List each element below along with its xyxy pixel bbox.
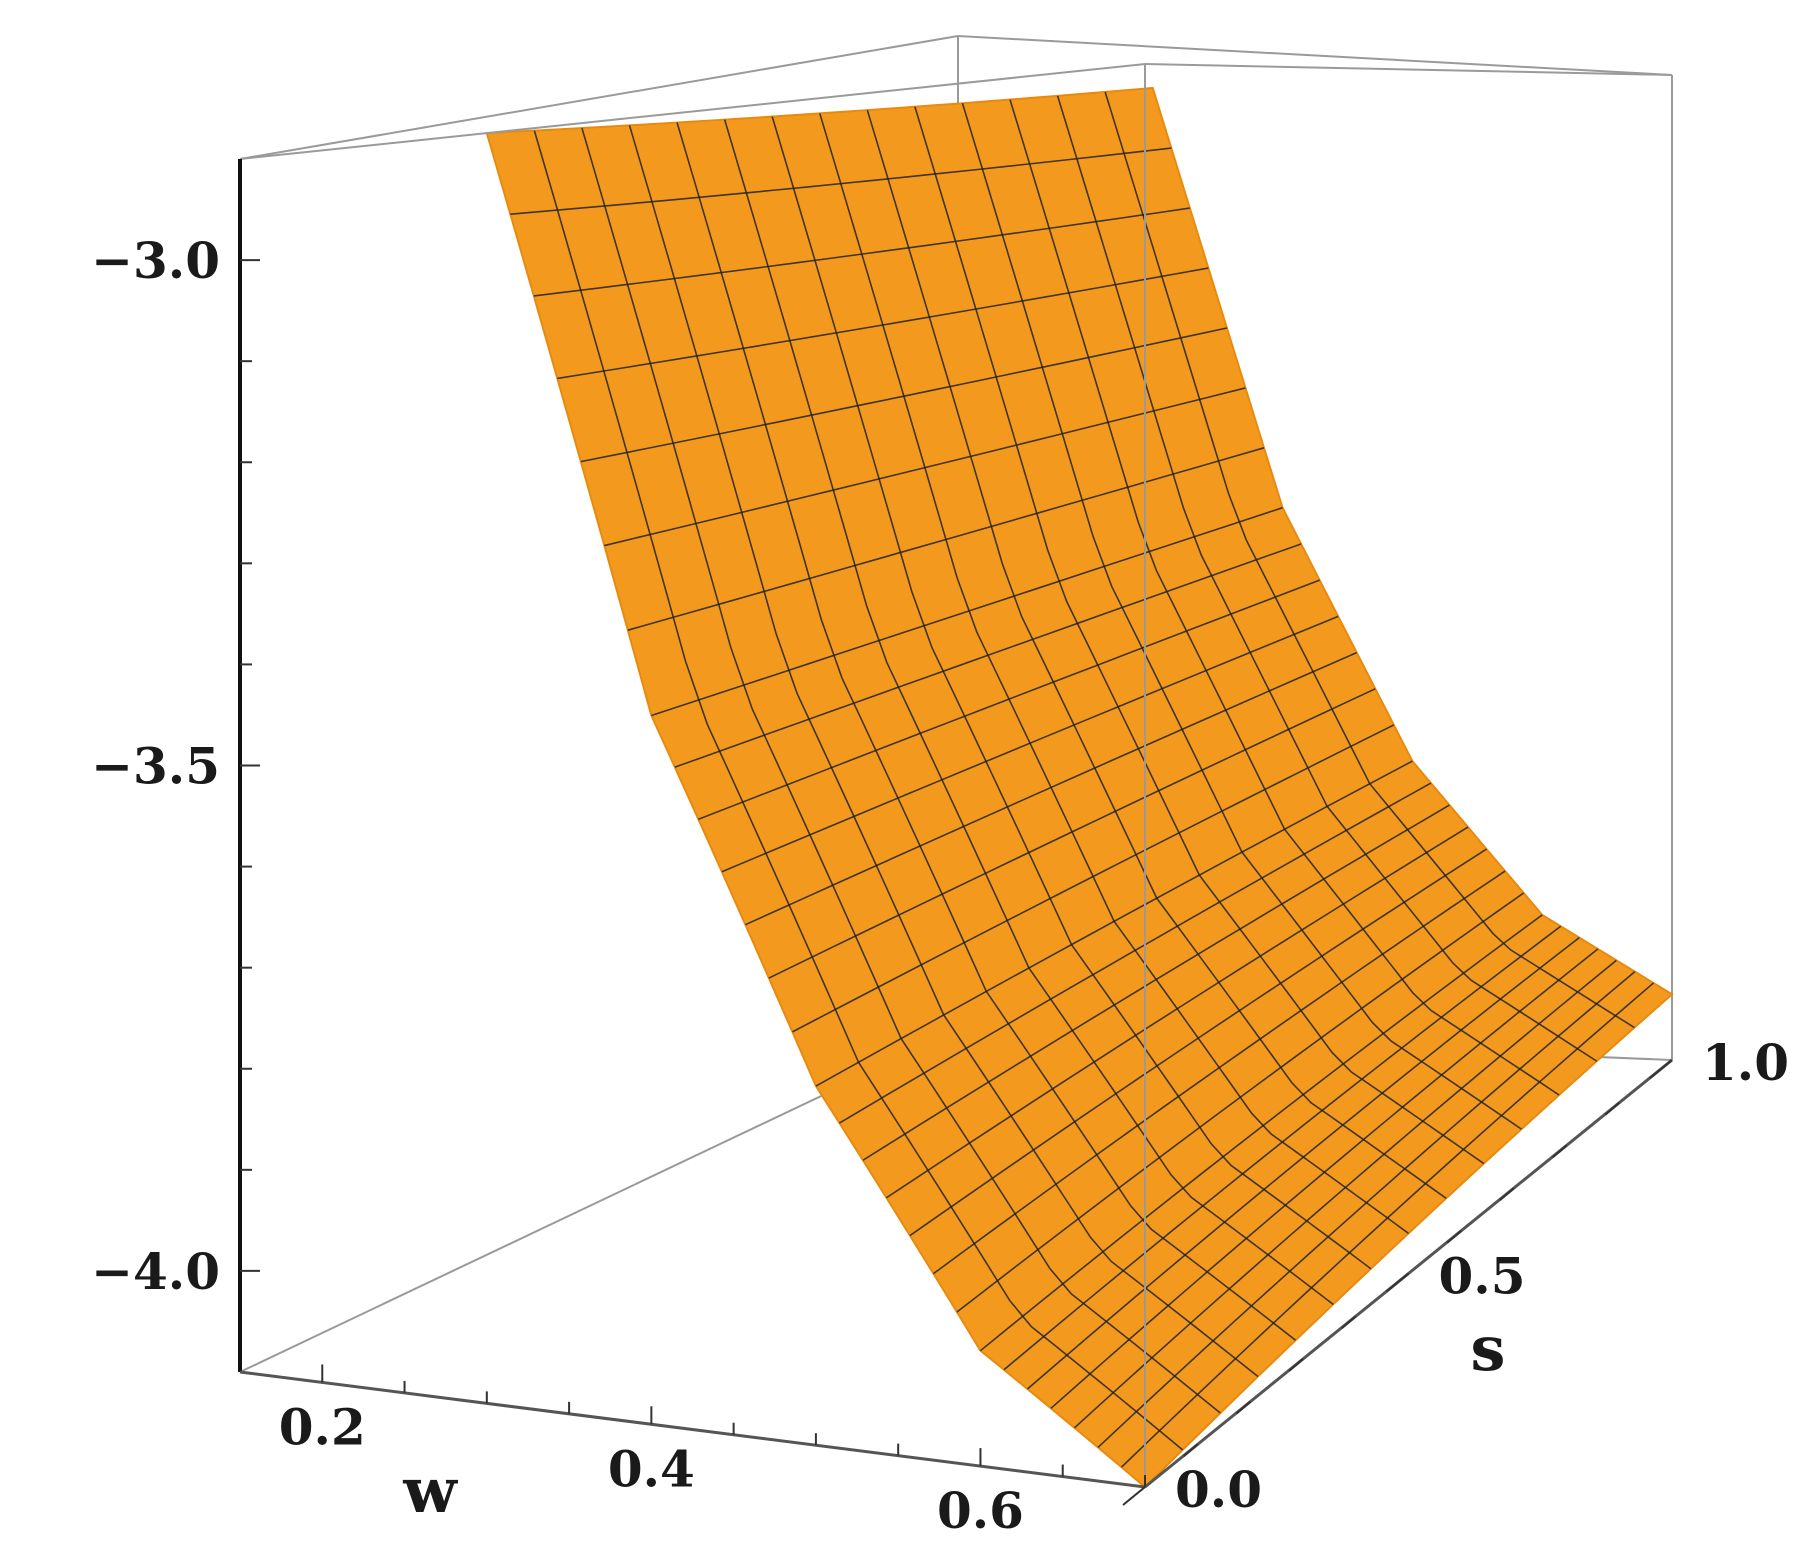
w-tick-label: 0.6: [937, 1481, 1024, 1540]
s-major-tick: [1649, 1059, 1673, 1079]
mesh-line-s: [819, 113, 1409, 1235]
mesh-line-s: [961, 103, 1522, 1130]
s-minor-tick: [1446, 1230, 1462, 1244]
surface-fill: [485, 86, 1674, 1489]
z-tick-label: −3.5: [91, 737, 220, 796]
mesh-line-s: [771, 116, 1372, 1270]
mesh-line-w: [651, 506, 1283, 717]
s-minor-tick: [1551, 1144, 1568, 1159]
w-axis-line: [239, 1370, 1146, 1489]
s-tick-label: 0.5: [1439, 1247, 1526, 1306]
s-minor-tick: [1235, 1400, 1252, 1415]
s-major-tick: [1385, 1272, 1410, 1293]
s-minor-tick: [1499, 1187, 1515, 1201]
axis-tick-labels: −3.0 −3.5 −4.0 0.2 0.4 0.6 0.0 0.5 1.0: [91, 231, 1789, 1540]
box-edge: [239, 63, 1146, 160]
z-tick-label: −3.0: [91, 231, 220, 290]
mesh-line-s: [723, 119, 1334, 1305]
mesh-line-s: [533, 130, 1184, 1451]
s-minor-tick: [1183, 1443, 1199, 1458]
mesh-line-s: [914, 106, 1485, 1165]
s-minor-tick: [1288, 1358, 1304, 1372]
box-edge: [1144, 63, 1673, 76]
box-edge: [957, 35, 1673, 76]
surface-patch: [485, 86, 1674, 1489]
box-edge: [239, 35, 959, 160]
s-major-tick: [1122, 1486, 1146, 1506]
mesh-line-s: [1056, 95, 1598, 1062]
mesh-line-s: [581, 127, 1221, 1414]
mesh-line-s: [1009, 99, 1560, 1096]
mesh-line-s: [676, 122, 1297, 1341]
surface-mesh-lines: [510, 91, 1654, 1468]
mesh-line-s: [866, 109, 1447, 1199]
s-minor-tick: [1604, 1101, 1620, 1116]
y-axis-label: s: [1471, 1312, 1506, 1385]
mesh-line-s: [628, 125, 1259, 1378]
x-axis-label: w: [402, 1454, 458, 1527]
mesh-line-w: [979, 914, 1543, 1352]
s-minor-tick: [1341, 1315, 1357, 1329]
axis-ticks: [240, 259, 1673, 1506]
s-tick-label: 0.0: [1175, 1460, 1262, 1519]
w-tick-label: 0.4: [608, 1439, 695, 1498]
s-tick-label: 1.0: [1702, 1033, 1789, 1092]
z-tick-label: −4.0: [91, 1242, 220, 1301]
mesh-line-s: [1104, 91, 1635, 1029]
w-tick-label: 0.2: [279, 1397, 366, 1456]
